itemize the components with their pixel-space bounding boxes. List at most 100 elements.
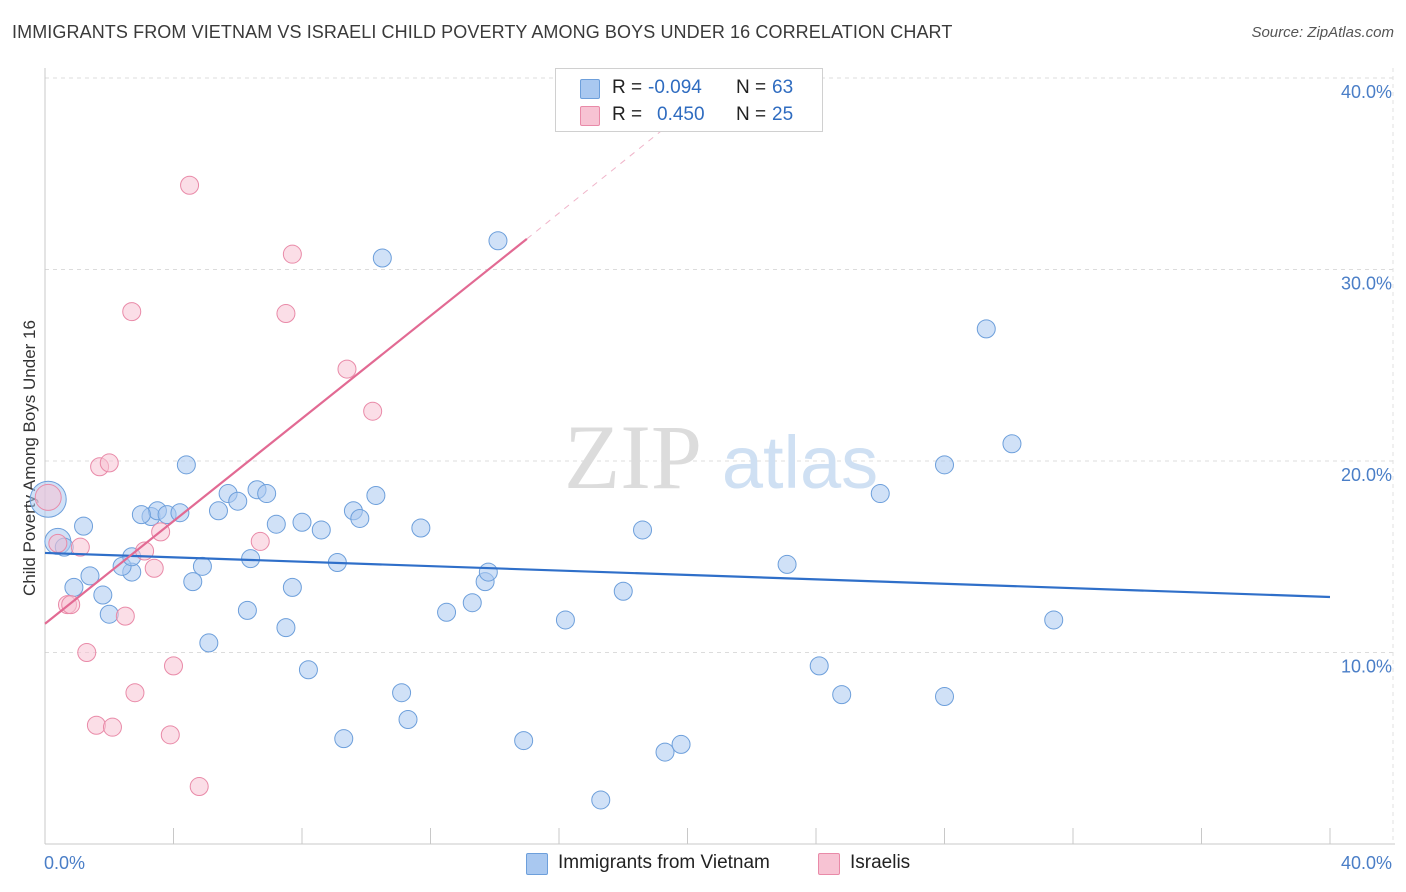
point-vietnam-15 xyxy=(176,455,196,475)
legend-n-value: 63 xyxy=(772,77,794,98)
tick-labels: 0.0% 40.0% 10.0% 20.0% 30.0% 40.0% xyxy=(44,82,1392,873)
legend-swatch-vietnam xyxy=(580,79,600,99)
point-vietnam-14 xyxy=(170,503,190,523)
point-vietnam-28 xyxy=(282,577,302,597)
point-israelis-19 xyxy=(189,777,209,797)
point-vietnam-55 xyxy=(832,685,852,705)
point-israelis-4 xyxy=(70,537,90,557)
point-vietnam-27 xyxy=(276,618,296,638)
bottom-legend-label-vietnam: Immigrants from Vietnam xyxy=(558,852,770,873)
axes xyxy=(44,68,1395,845)
point-israelis-1 xyxy=(48,533,68,553)
legend-swatch-israelis xyxy=(580,106,600,126)
legend-n-label: N = xyxy=(736,77,767,98)
point-vietnam-4 xyxy=(64,577,84,597)
point-vietnam-51 xyxy=(655,742,675,762)
trend-lines xyxy=(44,119,1331,625)
point-vietnam-56 xyxy=(870,484,890,504)
point-vietnam-47 xyxy=(555,610,575,630)
point-israelis-16 xyxy=(160,725,180,745)
point-israelis-23 xyxy=(337,359,357,379)
point-israelis-14 xyxy=(144,558,164,578)
point-vietnam-54 xyxy=(809,656,829,676)
watermark-atlas: atlas xyxy=(722,421,878,504)
point-vietnam-37 xyxy=(372,248,392,268)
point-vietnam-48 xyxy=(591,790,611,810)
correlation-legend: R = -0.094 N = 63 R = 0.450 N = 25 xyxy=(555,68,823,132)
point-vietnam-50 xyxy=(633,520,653,540)
bottom-legend-label-israelis: Israelis xyxy=(850,852,911,873)
trend-line-israelis xyxy=(44,238,528,625)
point-vietnam-40 xyxy=(411,518,431,538)
point-vietnam-53 xyxy=(777,554,797,574)
point-israelis-12 xyxy=(125,683,145,703)
point-israelis-21 xyxy=(276,304,296,324)
chart-title: IMMIGRANTS FROM VIETNAM VS ISRAELI CHILD… xyxy=(12,22,953,42)
legend-r-value: 0.450 xyxy=(657,104,705,125)
point-vietnam-7 xyxy=(99,604,119,624)
point-israelis-24 xyxy=(363,401,383,421)
point-israelis-0 xyxy=(34,483,62,511)
point-vietnam-31 xyxy=(311,520,331,540)
legend-r-label: R = xyxy=(612,77,643,98)
point-vietnam-49 xyxy=(613,581,633,601)
point-vietnam-16 xyxy=(183,572,203,592)
legend-n-value: 25 xyxy=(772,104,794,125)
point-vietnam-21 xyxy=(228,491,248,511)
grid-lines xyxy=(45,68,1395,844)
trend-line-vietnam xyxy=(44,551,1331,599)
point-israelis-6 xyxy=(86,715,106,735)
point-vietnam-17 xyxy=(192,556,212,576)
source-credit: Source: ZipAtlas.com xyxy=(1251,24,1394,41)
point-vietnam-35 xyxy=(350,508,370,528)
point-vietnam-22 xyxy=(237,600,257,620)
watermark-zip: ZIP xyxy=(564,406,702,508)
point-vietnam-30 xyxy=(298,660,318,680)
point-vietnam-46 xyxy=(514,731,534,751)
data-points xyxy=(29,175,1064,810)
point-vietnam-59 xyxy=(976,319,996,339)
y-tick-label-40: 40.0% xyxy=(1341,82,1392,102)
point-vietnam-45 xyxy=(488,231,508,251)
point-vietnam-38 xyxy=(392,683,412,703)
point-vietnam-44 xyxy=(478,562,498,582)
legend-n-label: N = xyxy=(736,104,767,125)
point-israelis-9 xyxy=(102,717,122,737)
point-vietnam-41 xyxy=(437,602,457,622)
point-vietnam-29 xyxy=(292,512,312,532)
point-vietnam-61 xyxy=(1044,610,1064,630)
point-vietnam-57 xyxy=(935,687,954,707)
point-vietnam-6 xyxy=(93,585,113,605)
point-vietnam-42 xyxy=(462,593,482,613)
point-vietnam-3 xyxy=(74,516,94,536)
point-israelis-8 xyxy=(99,453,119,473)
point-vietnam-26 xyxy=(266,514,286,534)
y-tick-label-20: 20.0% xyxy=(1341,465,1392,485)
point-vietnam-25 xyxy=(257,484,277,504)
point-vietnam-60 xyxy=(1002,434,1022,454)
point-vietnam-36 xyxy=(366,485,386,505)
bottom-legend-swatch-vietnam xyxy=(526,853,548,875)
point-vietnam-33 xyxy=(334,729,354,749)
point-israelis-20 xyxy=(250,531,270,551)
legend-row-israelis: R = 0.450 N = 25 xyxy=(556,102,822,130)
point-israelis-18 xyxy=(180,175,200,195)
point-vietnam-58 xyxy=(935,455,954,475)
point-vietnam-39 xyxy=(398,710,418,730)
point-vietnam-19 xyxy=(208,501,228,521)
point-israelis-5 xyxy=(77,643,97,662)
x-tick-label-0: 0.0% xyxy=(44,853,85,873)
point-israelis-11 xyxy=(122,302,142,322)
y-tick-label-10: 10.0% xyxy=(1341,657,1392,677)
y-tick-label-30: 30.0% xyxy=(1341,274,1392,294)
legend-r-label: R = xyxy=(612,104,643,125)
point-vietnam-62 xyxy=(131,505,151,525)
point-vietnam-52 xyxy=(671,734,691,754)
x-tick-label-1: 40.0% xyxy=(1341,853,1392,873)
point-israelis-22 xyxy=(282,244,302,264)
point-israelis-10 xyxy=(115,606,135,626)
point-vietnam-5 xyxy=(80,566,100,586)
bottom-legend-swatch-israelis xyxy=(818,853,840,875)
trend-line-israelis-extension xyxy=(526,119,675,240)
